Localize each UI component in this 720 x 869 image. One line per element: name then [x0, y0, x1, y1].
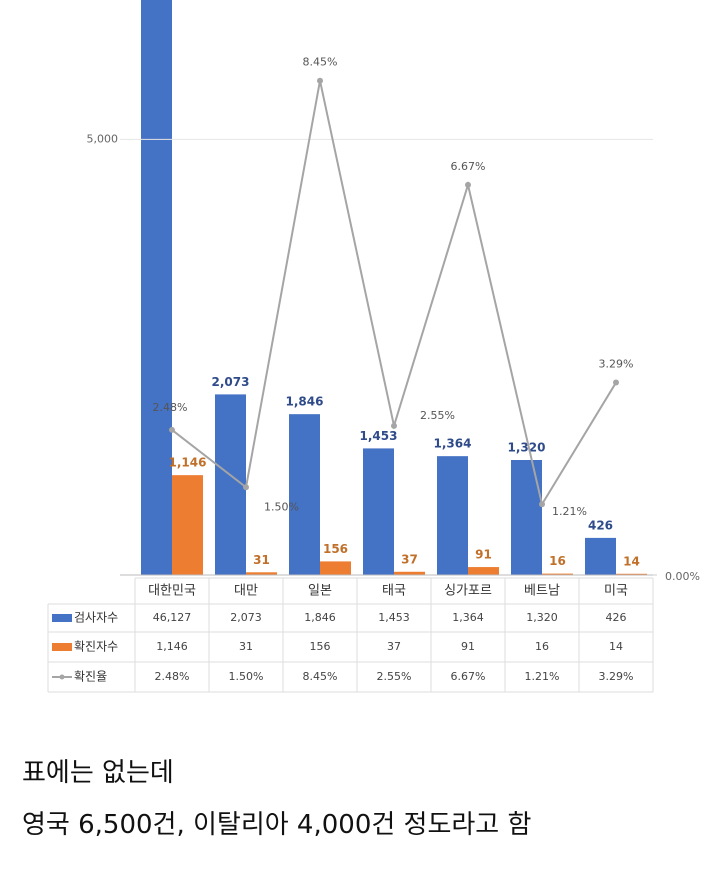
legend-key	[59, 674, 65, 680]
table-cell: 2,073	[230, 611, 262, 624]
table-cell: 1,846	[304, 611, 336, 624]
data-label: 2.48%	[153, 401, 188, 414]
bar	[437, 456, 468, 575]
line-marker	[391, 422, 397, 429]
data-label: 1,320	[508, 441, 546, 455]
x-tick-label: 싱가포르	[444, 584, 492, 599]
bar	[511, 460, 542, 575]
line-marker	[613, 379, 619, 386]
data-label: 3.29%	[599, 358, 634, 371]
table-cell: 1,146	[156, 640, 188, 653]
bar	[363, 448, 394, 575]
table-cell: 46,127	[153, 611, 192, 624]
table-cell: 91	[461, 640, 475, 653]
table-cell: 16	[535, 640, 549, 653]
table-cell: 2.55%	[377, 670, 412, 683]
table-cell: 1,320	[526, 611, 558, 624]
table-cell: 8.45%	[303, 670, 338, 683]
data-label: 6.67%	[451, 160, 486, 173]
legend-label: 확진자수	[74, 640, 118, 654]
caption: 영국 6,500건, 이탈리아 4,000건 정도라고 함	[22, 810, 532, 840]
table-cell: 2.48%	[155, 670, 190, 683]
data-label: 2,073	[212, 375, 250, 389]
bar	[585, 537, 616, 575]
y2-tick-label: 0.00%	[665, 570, 700, 583]
x-tick-label: 일본	[308, 584, 332, 599]
bar	[542, 573, 573, 575]
x-tick-label: 대만	[234, 584, 258, 599]
table-cell: 1.50%	[229, 670, 264, 683]
y-tick-label: 5,000	[87, 132, 119, 145]
data-label: 1,146	[169, 456, 207, 470]
table-cell: 37	[387, 640, 401, 653]
bar	[246, 572, 277, 575]
bar	[468, 567, 499, 575]
table-cell: 426	[606, 611, 627, 624]
table-cell: 14	[609, 640, 623, 653]
line-marker	[539, 501, 545, 508]
chart: 46,127 2,073 1,846 1,453 1,364 1,320 426 1,146 3…	[47, 0, 700, 693]
data-label: 31	[253, 553, 270, 567]
data-label: 1,846	[286, 395, 324, 409]
legend-label: 확진율	[74, 670, 107, 684]
x-tick-label: 미국	[604, 584, 628, 599]
legend-label: 검사자수	[74, 611, 118, 625]
data-label: 1,453	[360, 429, 398, 443]
x-tick-label: 베트남	[524, 584, 560, 599]
data-label: 2.55%	[420, 409, 455, 422]
bar	[320, 561, 351, 575]
data-label: 1,364	[434, 437, 472, 451]
data-label: 426	[588, 518, 613, 532]
x-tick-label: 태국	[382, 584, 406, 599]
line-marker	[243, 484, 249, 491]
table-cell: 3.29%	[599, 670, 634, 683]
plot-area: 46,1272,0731,8461,4531,3641,3204261,1463…	[141, 0, 647, 575]
line-marker	[317, 77, 323, 84]
line-marker	[169, 426, 175, 433]
bar	[141, 0, 172, 575]
bar	[394, 571, 425, 575]
table-cell: 156	[310, 640, 331, 653]
table-cell: 1.21%	[525, 670, 560, 683]
data-label: 16	[549, 554, 566, 568]
line-marker	[465, 181, 471, 188]
data-label: 8.45%	[303, 56, 338, 69]
data-label: 14	[623, 554, 640, 568]
legend-key	[52, 614, 72, 622]
data-label: 37	[401, 552, 418, 566]
bar	[616, 573, 647, 575]
data-label: 1.50%	[264, 500, 299, 513]
bar	[289, 414, 320, 575]
x-tick-label: 대한민국	[148, 584, 196, 599]
table-cell: 6.67%	[451, 670, 486, 683]
data-label: 156	[323, 542, 348, 556]
table-cell: 31	[239, 640, 253, 653]
data-label: 91	[475, 548, 492, 562]
bar	[215, 394, 246, 575]
data-label: 1.21%	[552, 505, 587, 518]
legend-key	[52, 643, 72, 651]
bar	[172, 475, 203, 575]
table-cell: 1,453	[378, 611, 410, 624]
caption: 표에는 없는데	[22, 758, 174, 788]
table-cell: 1,364	[452, 611, 484, 624]
